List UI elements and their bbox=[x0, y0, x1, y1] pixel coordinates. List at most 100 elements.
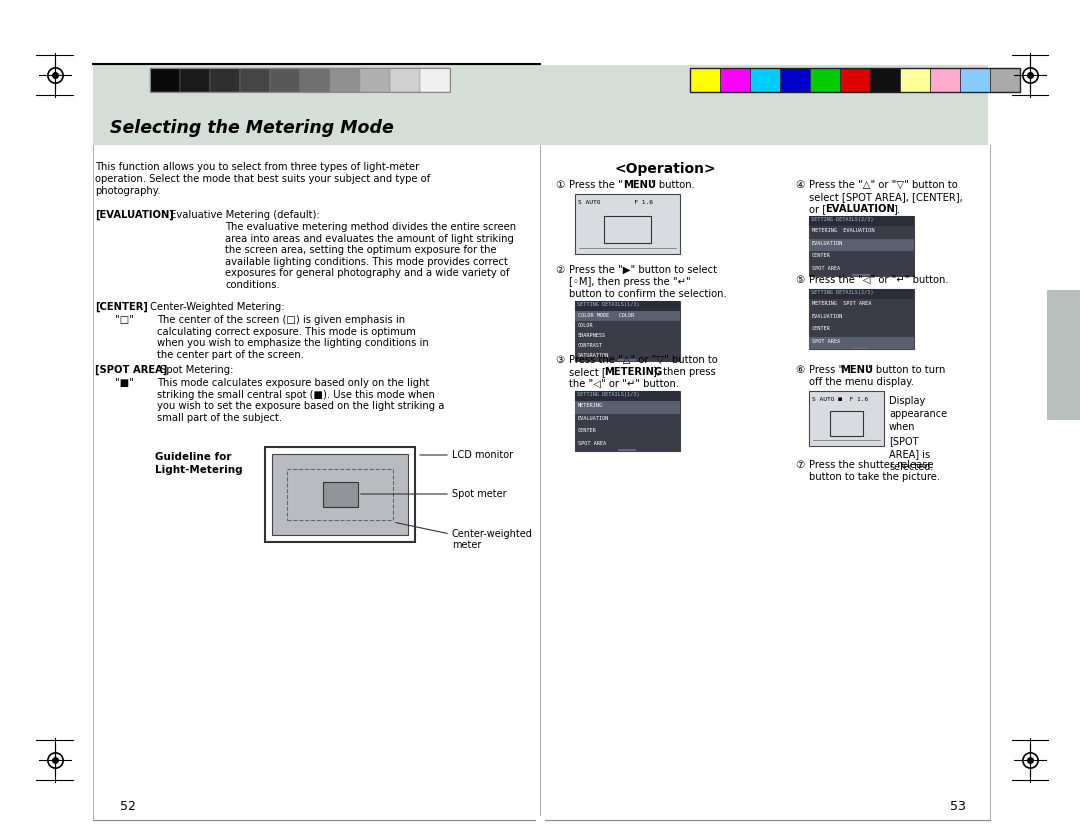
Bar bbox=[93, 65, 988, 145]
Bar bbox=[809, 239, 914, 251]
Text: MENU: MENU bbox=[623, 180, 656, 190]
Text: the screen area, setting the optimum exposure for the: the screen area, setting the optimum exp… bbox=[225, 245, 497, 255]
Text: "■": "■" bbox=[114, 378, 134, 388]
Text: Press the "◁" or "↵" button.: Press the "◁" or "↵" button. bbox=[809, 275, 948, 285]
Text: select [SPOT AREA], [CENTER],: select [SPOT AREA], [CENTER], bbox=[809, 192, 962, 202]
Bar bbox=[330, 68, 360, 92]
Text: CENTER: CENTER bbox=[812, 326, 831, 331]
Text: Guideline for: Guideline for bbox=[156, 452, 231, 462]
Text: Light-Metering: Light-Metering bbox=[156, 465, 243, 475]
Text: Press the "△" or "▽" button to: Press the "△" or "▽" button to bbox=[809, 180, 958, 190]
Bar bbox=[323, 482, 357, 507]
Text: SPOT AREA: SPOT AREA bbox=[812, 339, 840, 344]
Text: ], then press: ], then press bbox=[653, 367, 716, 377]
Text: This function allows you to select from three types of light-meter: This function allows you to select from … bbox=[95, 162, 419, 172]
Text: [◦M], then press the "↵": [◦M], then press the "↵" bbox=[569, 277, 691, 287]
Bar bbox=[150, 68, 180, 92]
Bar bbox=[900, 68, 930, 92]
Text: The center of the screen (□) is given emphasis in: The center of the screen (□) is given em… bbox=[157, 315, 405, 325]
Bar bbox=[780, 68, 810, 92]
Text: S AUTO         F 1.6: S AUTO F 1.6 bbox=[578, 200, 653, 205]
Bar bbox=[809, 336, 914, 349]
Bar bbox=[930, 68, 960, 92]
Text: Press the ": Press the " bbox=[569, 180, 623, 190]
Text: when you wish to emphasize the lighting conditions in: when you wish to emphasize the lighting … bbox=[157, 338, 429, 348]
Text: SETTING DETAILS(2/3): SETTING DETAILS(2/3) bbox=[811, 290, 874, 295]
Text: button to take the picture.: button to take the picture. bbox=[809, 472, 940, 482]
Text: MENU: MENU bbox=[840, 365, 873, 375]
Bar bbox=[575, 194, 680, 254]
Bar bbox=[990, 68, 1020, 92]
Text: or [: or [ bbox=[809, 204, 826, 214]
Text: Center-Weighted Metering:: Center-Weighted Metering: bbox=[147, 302, 284, 312]
Bar bbox=[809, 289, 914, 349]
Text: available lighting conditions. This mode provides correct: available lighting conditions. This mode… bbox=[225, 257, 508, 267]
Bar bbox=[575, 391, 680, 401]
Bar bbox=[180, 68, 210, 92]
Text: SPOT AREA: SPOT AREA bbox=[812, 265, 840, 270]
Text: EVALUATION: EVALUATION bbox=[578, 415, 609, 420]
Bar bbox=[420, 68, 450, 92]
Bar bbox=[272, 454, 408, 535]
Text: " button.: " button. bbox=[651, 180, 694, 190]
Text: area into areas and evaluates the amount of light striking: area into areas and evaluates the amount… bbox=[225, 234, 514, 244]
Bar bbox=[720, 68, 750, 92]
Text: operation. Select the mode that best suits your subject and type of: operation. Select the mode that best sui… bbox=[95, 174, 430, 184]
Bar bbox=[300, 68, 330, 92]
Text: " button to turn: " button to turn bbox=[868, 365, 945, 375]
Text: The evaluative metering method divides the entire screen: The evaluative metering method divides t… bbox=[225, 222, 516, 232]
Text: exposures for general photography and a wide variety of: exposures for general photography and a … bbox=[225, 268, 510, 278]
Text: SPOT AREA: SPOT AREA bbox=[578, 440, 606, 445]
Text: This mode calculates exposure based only on the light: This mode calculates exposure based only… bbox=[157, 378, 430, 388]
Bar bbox=[575, 401, 680, 414]
Text: striking the small central spot (■). Use this mode when: striking the small central spot (■). Use… bbox=[157, 389, 435, 399]
Bar bbox=[870, 68, 900, 92]
Bar bbox=[840, 68, 870, 92]
Text: EVALUATION: EVALUATION bbox=[825, 204, 895, 214]
Text: select [: select [ bbox=[569, 367, 606, 377]
Bar bbox=[210, 68, 240, 92]
Text: the "◁" or "↵" button.: the "◁" or "↵" button. bbox=[569, 379, 679, 389]
Bar bbox=[604, 215, 651, 243]
Text: 52: 52 bbox=[120, 800, 136, 813]
Text: you wish to set the exposure based on the light striking a: you wish to set the exposure based on th… bbox=[157, 401, 444, 411]
Text: SHARPNESS: SHARPNESS bbox=[578, 333, 606, 338]
Text: CONTRAST: CONTRAST bbox=[578, 343, 603, 348]
Text: [EVALUATION]: [EVALUATION] bbox=[95, 210, 174, 220]
Text: SATURATION: SATURATION bbox=[578, 353, 609, 358]
Text: ①: ① bbox=[555, 180, 564, 190]
Text: EVALUATION: EVALUATION bbox=[812, 240, 843, 245]
Text: METERING  EVALUATION: METERING EVALUATION bbox=[812, 228, 875, 233]
Text: ⑤: ⑤ bbox=[795, 275, 805, 285]
Text: off the menu display.: off the menu display. bbox=[809, 377, 914, 387]
Text: SETTING DETAILS(2/3): SETTING DETAILS(2/3) bbox=[811, 217, 874, 222]
Bar bbox=[809, 289, 914, 299]
Text: SETTING DETAILS(1/3): SETTING DETAILS(1/3) bbox=[577, 302, 639, 307]
Text: meter: meter bbox=[453, 540, 482, 550]
Bar bbox=[575, 311, 680, 321]
Text: ④: ④ bbox=[795, 180, 805, 190]
Text: ⑦: ⑦ bbox=[795, 460, 805, 470]
Bar bbox=[575, 301, 680, 361]
Text: small part of the subject.: small part of the subject. bbox=[157, 413, 282, 423]
Text: Press ": Press " bbox=[809, 365, 843, 375]
Text: Press the "▶" button to select: Press the "▶" button to select bbox=[569, 265, 717, 275]
Text: EVALUATION: EVALUATION bbox=[812, 314, 843, 319]
Bar bbox=[809, 216, 914, 276]
Text: photography.: photography. bbox=[95, 186, 161, 196]
Text: COLOR: COLOR bbox=[578, 323, 594, 328]
Text: calculating correct exposure. This mode is optimum: calculating correct exposure. This mode … bbox=[157, 326, 416, 336]
Text: conditions.: conditions. bbox=[225, 279, 280, 289]
Bar bbox=[287, 469, 393, 520]
Text: ].: ]. bbox=[893, 204, 900, 214]
Text: the center part of the screen.: the center part of the screen. bbox=[157, 349, 303, 359]
Text: Display
appearance
when
[SPOT
AREA] is
selected.: Display appearance when [SPOT AREA] is s… bbox=[889, 396, 947, 472]
Text: METERING: METERING bbox=[578, 403, 603, 408]
Text: 53: 53 bbox=[950, 800, 966, 813]
Bar bbox=[809, 216, 914, 226]
Bar bbox=[575, 301, 680, 311]
Bar bbox=[690, 68, 1020, 92]
Text: Press the "△" or "▽" button to: Press the "△" or "▽" button to bbox=[569, 355, 718, 365]
Text: ②: ② bbox=[555, 265, 564, 275]
Text: COLOR MODE   COLOR: COLOR MODE COLOR bbox=[578, 313, 634, 318]
